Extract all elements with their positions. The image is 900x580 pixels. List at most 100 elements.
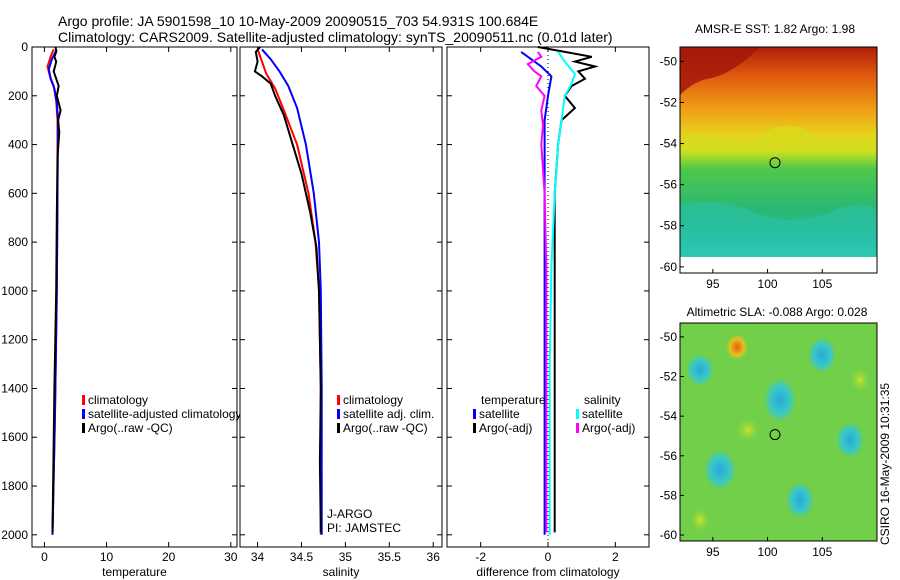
map-x-tick-label: 105 bbox=[812, 277, 832, 291]
x-tick-label: 35 bbox=[339, 550, 353, 564]
map-y-tick-label: -60 bbox=[660, 260, 678, 274]
map-y-tick-label: -58 bbox=[660, 488, 678, 502]
y-tick-label: 1200 bbox=[1, 333, 28, 347]
sst-cold-band bbox=[680, 201, 877, 257]
map-y-tick-label: -58 bbox=[660, 219, 678, 233]
title-line-1: Argo profile: JA 5901598_10 10-May-2009 … bbox=[58, 13, 538, 29]
legend-label: climatology bbox=[88, 393, 148, 407]
legend-swatch bbox=[82, 409, 85, 419]
legend-swatch bbox=[337, 395, 340, 405]
legend-swatch bbox=[337, 423, 340, 433]
series-line bbox=[548, 51, 577, 535]
y-tick-label: 1800 bbox=[1, 479, 28, 493]
legend-label: Argo(..raw -QC) bbox=[343, 421, 428, 435]
series-line bbox=[253, 46, 322, 533]
x-tick-label: 20 bbox=[162, 550, 176, 564]
legend-label: satellite-adjusted climatology bbox=[88, 407, 241, 421]
series-line bbox=[526, 51, 548, 533]
legend-label: satellite bbox=[479, 407, 520, 421]
sla-anomaly bbox=[850, 368, 870, 392]
legend-swatch bbox=[82, 423, 85, 433]
x-tick-label: 30 bbox=[224, 550, 238, 564]
x-axis-label: temperature bbox=[102, 565, 167, 579]
map-y-tick-label: -54 bbox=[660, 409, 678, 423]
temperature-panel: 0 10 20 30 temperature 0 200 400 600 800 1000 1200 1… bbox=[1, 40, 241, 579]
map-y-tick-label: -50 bbox=[660, 330, 678, 344]
y-tick-label: 200 bbox=[8, 89, 28, 103]
legend-swatch bbox=[473, 423, 476, 433]
sla-anomaly bbox=[836, 422, 864, 458]
sst-map: -50 -52 -54 -56 -58 -60 95 100 105 bbox=[660, 46, 878, 291]
salinity-panel: 34 34.5 35 35.5 36 salinity climatologysatelli… bbox=[239, 46, 443, 579]
sst-map-title: AMSR-E SST: 1.82 Argo: 1.98 bbox=[695, 22, 855, 36]
sla-anomaly bbox=[686, 354, 714, 386]
map-y-tick-label: -52 bbox=[660, 370, 678, 384]
sla-anomaly bbox=[764, 378, 796, 422]
series-line bbox=[261, 48, 323, 535]
map-y-tick-label: -52 bbox=[660, 95, 678, 109]
sst-warm-patch bbox=[680, 47, 760, 95]
x-tick-label: 10 bbox=[100, 550, 114, 564]
x-axis-label: salinity bbox=[323, 565, 360, 579]
map-x-tick-label: 100 bbox=[758, 277, 778, 291]
map-x-tick-label: 95 bbox=[706, 545, 720, 559]
legend-swatch bbox=[473, 409, 476, 419]
sla-anomaly bbox=[704, 450, 736, 490]
map-y-tick-label: -60 bbox=[660, 528, 678, 542]
map-y-tick-label: -56 bbox=[660, 178, 678, 192]
annotation-text: PI: JAMSTEC bbox=[327, 521, 401, 535]
sla-anomaly bbox=[786, 482, 814, 518]
map-x-tick-label: 95 bbox=[706, 277, 720, 291]
x-tick-label: 36 bbox=[427, 550, 441, 564]
x-axis-label: difference from climatology bbox=[476, 565, 619, 579]
sla-anomaly bbox=[736, 418, 760, 442]
sla-argo-marker bbox=[769, 429, 781, 441]
side-timestamp: CSIRO 16-May-2009 10:31:35 bbox=[878, 383, 892, 545]
series-line bbox=[51, 46, 62, 533]
x-tick-label: 2 bbox=[612, 550, 619, 564]
legend-swatch bbox=[576, 409, 579, 419]
legend-label: Argo(..raw -QC) bbox=[88, 421, 173, 435]
x-tick-label: 34 bbox=[251, 550, 265, 564]
legend-title: temperature bbox=[481, 393, 546, 407]
legend-label: satellite adj. clim. bbox=[343, 407, 434, 421]
legend-swatch bbox=[82, 395, 85, 405]
legend-swatch bbox=[337, 409, 340, 419]
map-y-tick-label: -56 bbox=[660, 449, 678, 463]
sla-map-frame bbox=[679, 322, 878, 542]
y-tick-label: 600 bbox=[8, 186, 28, 200]
x-tick-label: 0 bbox=[545, 550, 552, 564]
series-line bbox=[520, 51, 553, 535]
y-tick-label: 1400 bbox=[1, 381, 28, 395]
y-tick-label: 800 bbox=[8, 235, 28, 249]
title-line-2: Climatology: CARS2009. Satellite-adjuste… bbox=[58, 29, 613, 45]
y-tick-label: 2000 bbox=[1, 528, 28, 542]
x-tick-label: 0 bbox=[41, 550, 48, 564]
y-tick-label: 1000 bbox=[1, 284, 28, 298]
y-tick-label: 1600 bbox=[1, 430, 28, 444]
plot-frame bbox=[239, 46, 443, 548]
map-y-tick-label: -54 bbox=[660, 137, 678, 151]
y-tick-label: 0 bbox=[21, 40, 28, 54]
sst-map-frame bbox=[679, 46, 878, 274]
map-y-tick-label: -50 bbox=[660, 54, 678, 68]
map-x-tick-label: 100 bbox=[758, 545, 778, 559]
legend-title: salinity bbox=[584, 393, 621, 407]
plot-frame bbox=[31, 46, 238, 548]
sla-anomaly bbox=[725, 333, 749, 361]
legend-swatch bbox=[576, 423, 579, 433]
legend-label: Argo(-adj) bbox=[582, 421, 635, 435]
x-tick-label: 35.5 bbox=[378, 550, 402, 564]
sla-map-title: Altimetric SLA: -0.088 Argo: 0.028 bbox=[687, 305, 868, 319]
legend-label: climatology bbox=[343, 393, 403, 407]
x-tick-label: 34.5 bbox=[290, 550, 314, 564]
x-tick-label: -2 bbox=[475, 550, 486, 564]
y-tick-label: 400 bbox=[8, 138, 28, 152]
map-x-tick-label: 105 bbox=[812, 545, 832, 559]
sst-argo-marker bbox=[769, 157, 781, 169]
annotation-text: J-ARGO bbox=[327, 507, 372, 521]
legend-label: satellite bbox=[582, 407, 623, 421]
legend-label: Argo(-adj) bbox=[479, 421, 532, 435]
